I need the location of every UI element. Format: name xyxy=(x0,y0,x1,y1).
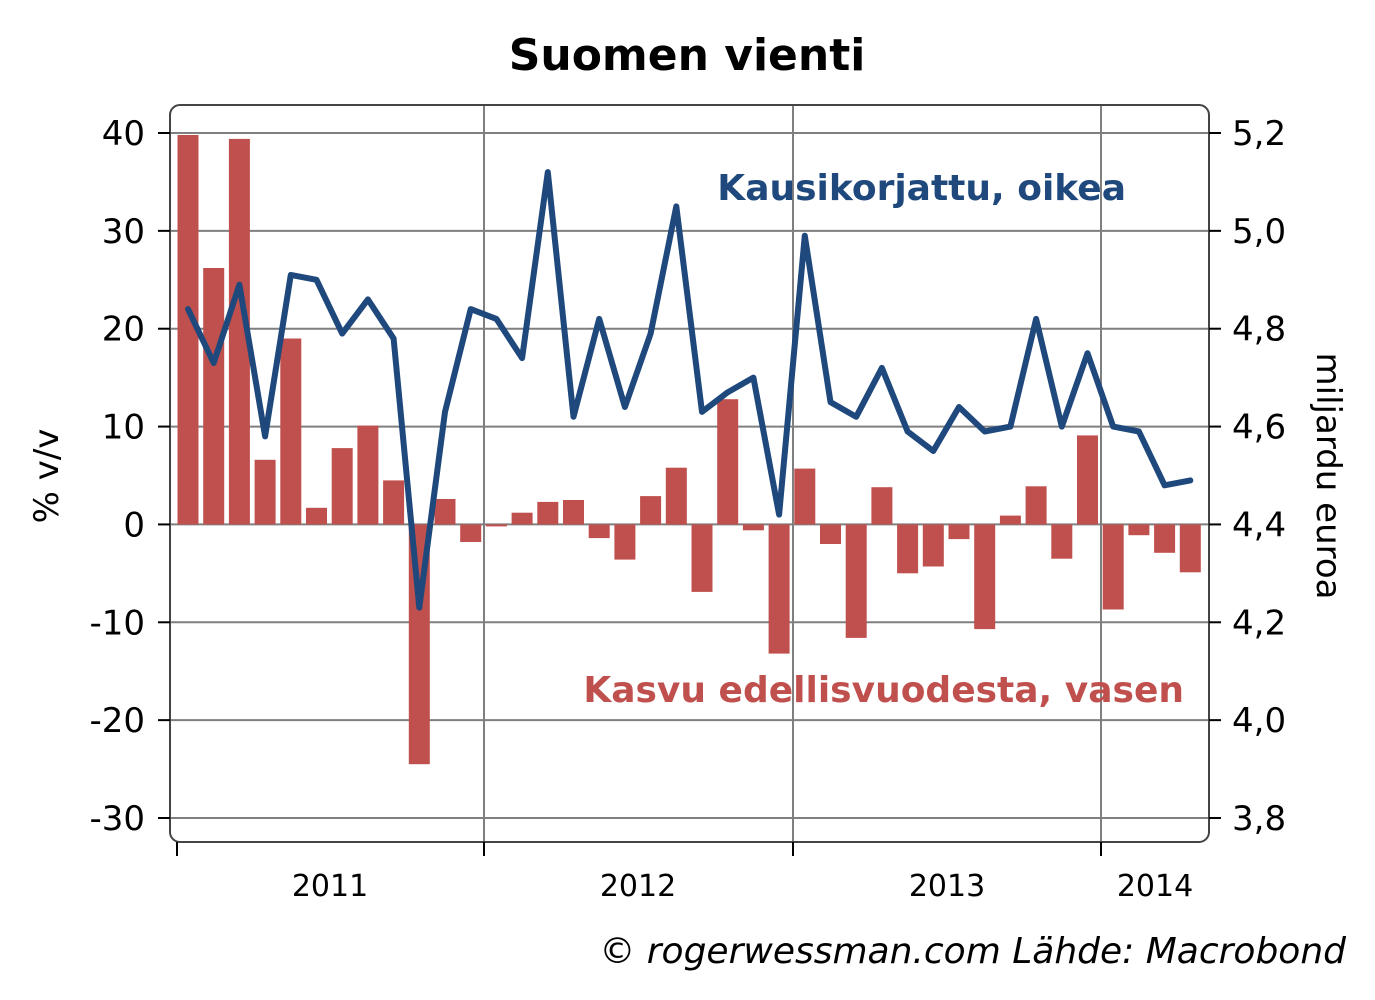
right-tick-label: 4,4 xyxy=(1232,505,1286,545)
bar xyxy=(897,524,919,574)
left-axis-label: % v/v xyxy=(27,429,67,524)
x-axis-ticks: 2011 2012 2013 2014 xyxy=(176,842,1193,904)
left-tick-label: 30 xyxy=(102,212,145,252)
right-tick-label: 4,0 xyxy=(1232,701,1286,741)
bar xyxy=(228,138,250,525)
bar xyxy=(434,499,456,525)
bar xyxy=(177,135,199,525)
bar xyxy=(665,467,687,525)
series-line xyxy=(185,169,1194,611)
bar xyxy=(845,524,867,638)
bar xyxy=(922,524,944,567)
bar-series-label: Kasvu edellisvuodesta, vasen xyxy=(583,670,1184,711)
bar xyxy=(203,268,225,525)
left-axis-ticks: 40 30 20 10 0 -10 -20 -30 xyxy=(89,114,170,839)
bar xyxy=(948,524,970,540)
right-tick-label: 3,8 xyxy=(1232,799,1286,839)
x-tick-label: 2014 xyxy=(1117,869,1193,904)
bar xyxy=(1077,435,1098,525)
left-tick-label: 20 xyxy=(102,310,145,350)
bar xyxy=(254,459,276,525)
bar xyxy=(768,524,790,654)
bar xyxy=(1102,524,1124,610)
bar xyxy=(1128,524,1150,536)
right-axis-ticks: 5,2 5,0 4,8 4,6 4,4 4,2 4,0 3,8 xyxy=(1209,114,1286,839)
bar xyxy=(511,512,533,525)
left-tick-label: -10 xyxy=(89,603,145,643)
bar xyxy=(588,524,610,539)
plot-frame xyxy=(169,104,1210,843)
bar xyxy=(1154,524,1176,553)
bar-series xyxy=(177,135,1201,765)
bar xyxy=(563,500,584,525)
bar xyxy=(331,448,353,525)
bar xyxy=(1179,524,1201,573)
right-tick-label: 5,2 xyxy=(1232,114,1286,154)
right-axis-label: miljardu euroa xyxy=(1308,353,1348,600)
bar xyxy=(742,524,764,531)
bar xyxy=(974,524,996,630)
left-tick-label: -30 xyxy=(89,799,145,839)
bar xyxy=(357,425,379,525)
bar xyxy=(1051,524,1073,559)
bar xyxy=(537,501,559,525)
bar xyxy=(383,480,405,525)
bar xyxy=(820,524,841,544)
right-tick-label: 5,0 xyxy=(1232,212,1286,252)
x-tick-label: 2012 xyxy=(600,869,676,904)
bar xyxy=(691,524,713,592)
bar xyxy=(614,524,636,560)
right-tick-label: 4,6 xyxy=(1232,408,1286,448)
x-tick-label: 2013 xyxy=(909,869,985,904)
bar xyxy=(794,468,816,525)
left-tick-label: -20 xyxy=(89,701,145,741)
bar xyxy=(871,487,893,525)
grid xyxy=(170,105,1209,842)
line-series xyxy=(185,169,1194,611)
line-series-label: Kausikorjattu, oikea xyxy=(717,168,1126,209)
right-tick-label: 4,2 xyxy=(1232,603,1286,643)
bar xyxy=(485,524,507,527)
bar xyxy=(999,515,1021,525)
bar xyxy=(460,524,482,542)
bar xyxy=(306,507,327,525)
left-tick-label: 10 xyxy=(102,408,145,448)
source-note: © rogerwessman.com Lähde: Macrobond xyxy=(599,931,1347,972)
x-tick-label: 2011 xyxy=(292,869,368,904)
bar xyxy=(1025,486,1047,525)
bar xyxy=(717,399,739,525)
bar xyxy=(280,338,302,525)
left-tick-label: 0 xyxy=(123,505,145,545)
bar xyxy=(640,496,662,525)
right-tick-label: 4,8 xyxy=(1232,310,1286,350)
left-tick-label: 40 xyxy=(102,114,145,154)
chart-title: Suomen vienti xyxy=(509,30,866,81)
